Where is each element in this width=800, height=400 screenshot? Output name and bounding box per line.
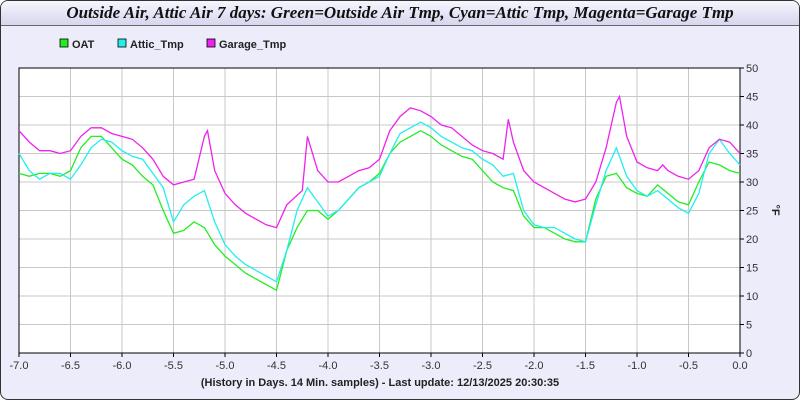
x-tick-label: -3.5 bbox=[370, 360, 389, 372]
x-tick-label: -6.5 bbox=[61, 360, 80, 372]
x-tick-label: -1.5 bbox=[576, 360, 595, 372]
x-tick-label: -5.5 bbox=[164, 360, 183, 372]
y-tick-label: 15 bbox=[746, 263, 758, 275]
x-tick-label: -0.5 bbox=[679, 360, 698, 372]
x-tick-label: -3.0 bbox=[422, 360, 441, 372]
y-tick-label: 20 bbox=[746, 234, 758, 246]
legend-swatch-garage_tmp bbox=[206, 38, 216, 48]
chart-title: Outside Air, Attic Air 7 days: Green=Out… bbox=[1, 1, 799, 26]
y-tick-label: 25 bbox=[746, 206, 758, 218]
x-tick-label: -7.0 bbox=[10, 360, 29, 372]
series-line-garage_tmp bbox=[18, 94, 741, 229]
y-tick-label: 30 bbox=[746, 177, 758, 189]
legend-label: OAT bbox=[72, 39, 95, 51]
legend-label: Attic_Tmp bbox=[130, 39, 184, 51]
x-tick-label: -4.5 bbox=[267, 360, 286, 372]
x-tick-label: -6.0 bbox=[113, 360, 132, 372]
y-tick-label: 45 bbox=[746, 92, 758, 104]
y-axis-label: °F bbox=[769, 204, 781, 215]
y-tick-label: 10 bbox=[746, 291, 758, 303]
x-tick-label: -2.0 bbox=[525, 360, 544, 372]
series-line-attic_tmp bbox=[18, 121, 741, 283]
x-tick-label: -4.0 bbox=[319, 360, 338, 372]
plot-border bbox=[18, 67, 741, 354]
series-line-oat bbox=[18, 129, 741, 292]
y-tick-label: 50 bbox=[746, 63, 758, 75]
y-tick-label: 0 bbox=[746, 348, 752, 360]
legend-swatch-attic_tmp bbox=[117, 38, 127, 48]
y-tick-label: 5 bbox=[746, 320, 752, 332]
legend-label: Garage_Tmp bbox=[219, 39, 287, 51]
x-tick-label: -2.5 bbox=[473, 360, 492, 372]
x-tick-label: -5.0 bbox=[216, 360, 235, 372]
y-tick-label: 35 bbox=[746, 149, 758, 161]
legend-swatch-oat bbox=[59, 38, 69, 48]
x-tick-label: -1.0 bbox=[628, 360, 647, 372]
y-tick-label: 40 bbox=[746, 120, 758, 132]
x-axis-label: (History in Days. 14 Min. samples) - Las… bbox=[201, 377, 559, 389]
x-tick-label: 0.0 bbox=[732, 360, 747, 372]
